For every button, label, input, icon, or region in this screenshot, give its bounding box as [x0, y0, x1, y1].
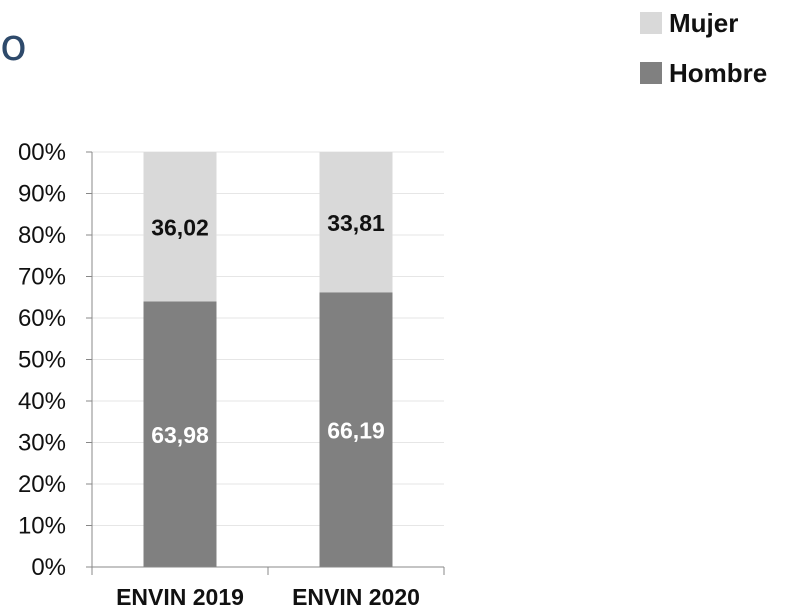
- x-category-label: ENVIN 2019: [116, 584, 244, 610]
- data-label-hombre-1: 63,98: [151, 422, 209, 448]
- chart-legend: Mujer Hombre: [640, 6, 767, 106]
- labels: 0% 10% 20% 30% 40% 50% 60% 70% 80% 90% 00% 63,98 36,…: [18, 139, 420, 610]
- bars: [143, 152, 393, 567]
- y-tick-label: 10%: [18, 513, 66, 540]
- legend-label-hombre: Hombre: [669, 57, 768, 88]
- bar-segment-mujer-2: [319, 152, 393, 293]
- bar-segment-hombre-1: [143, 301, 217, 567]
- data-label-mujer-2: 33,81: [327, 210, 385, 236]
- axes: [86, 151, 445, 575]
- legend-swatch-mujer: [640, 12, 662, 34]
- legend-swatch-hombre: [640, 62, 662, 84]
- data-label-mujer-1: 36,02: [151, 215, 209, 241]
- y-tick-label: 50%: [18, 347, 66, 374]
- y-tick-label: 30%: [18, 430, 66, 457]
- y-tick-label: 20%: [18, 471, 66, 498]
- data-label-hombre-2: 66,19: [327, 418, 385, 444]
- y-tick-label: 40%: [18, 388, 66, 415]
- y-tick-label: 0%: [31, 554, 66, 581]
- y-tick-label: 60%: [18, 305, 66, 332]
- y-tick-label: 90%: [18, 181, 66, 208]
- y-tick-label: 70%: [18, 264, 66, 291]
- legend-item-hombre: Hombre: [640, 56, 767, 90]
- page-title: o: [0, 20, 27, 71]
- x-category-label: ENVIN 2020: [292, 584, 420, 610]
- legend-label-mujer: Mujer: [669, 7, 739, 38]
- y-tick-label: 00%: [18, 139, 66, 166]
- y-tick-label: 80%: [18, 222, 66, 249]
- bar-segment-hombre-2: [319, 292, 393, 567]
- legend-item-mujer: Mujer: [640, 6, 767, 40]
- bar-segment-mujer-1: [143, 152, 217, 302]
